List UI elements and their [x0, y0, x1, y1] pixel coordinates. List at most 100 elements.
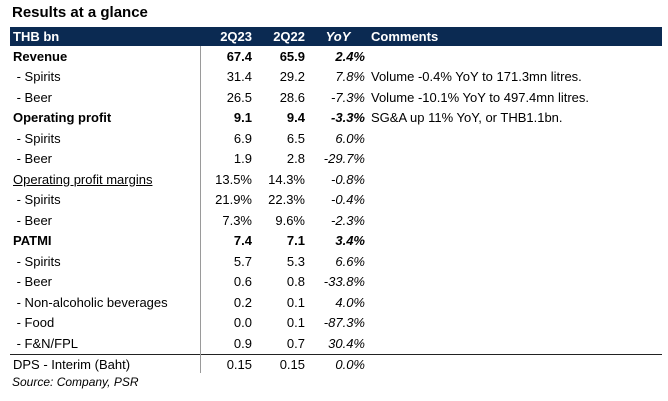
row-value-2q22: 6.5 [255, 128, 308, 149]
row-yoy: 3.4% [308, 231, 368, 252]
row-label-text: - Spirits [13, 253, 61, 269]
row-value-2q22-text: 7.1 [286, 233, 305, 249]
row-yoy-text: -2.3% [331, 212, 365, 228]
row-label-text: - Food [13, 315, 55, 331]
row-value-2q23-text: 67.4 [226, 48, 252, 64]
row-comment [368, 333, 662, 354]
row-comment [368, 190, 662, 211]
row-yoy: -29.7% [308, 149, 368, 170]
row-yoy: -3.3% [308, 108, 368, 129]
row-yoy-text: -0.8% [331, 171, 365, 187]
row-label: Operating profit [10, 108, 200, 129]
header-comments: Comments [368, 27, 662, 46]
row-label: - Spirits [10, 251, 200, 272]
row-value-2q23-text: 7.3% [222, 212, 252, 228]
table-row: Operating profit margins 13.5% 14.3% -0.8% [10, 169, 662, 190]
row-label: - F&N/FPL [10, 333, 200, 354]
row-value-2q23-text: 0.6 [233, 274, 252, 290]
row-label: - Spirits [10, 67, 200, 88]
table-header-row: THB bn 2Q23 2Q22 YoY Comments [10, 27, 662, 46]
row-yoy: -87.3% [308, 313, 368, 334]
row-value-2q22-text: 0.15 [279, 357, 305, 373]
row-value-2q23: 0.15 [200, 353, 255, 375]
row-value-2q22: 9.4 [255, 108, 308, 129]
row-yoy: 6.0% [308, 128, 368, 149]
table-row: - Spirits 5.7 5.3 6.6% [10, 251, 662, 272]
row-value-2q23: 0.2 [200, 292, 255, 313]
row-value-2q22-text: 65.9 [279, 48, 305, 64]
row-yoy-text: -87.3% [323, 315, 365, 331]
row-value-2q23-text: 0.2 [233, 294, 252, 310]
row-label-text: - Beer [13, 212, 53, 228]
row-value-2q22-text: 9.4 [286, 110, 305, 126]
row-label: - Beer [10, 272, 200, 293]
row-value-2q23-text: 31.4 [226, 69, 252, 85]
row-value-2q23: 0.9 [200, 333, 255, 354]
row-comment [368, 210, 662, 231]
row-comment [368, 313, 662, 334]
row-value-2q22-text: 0.7 [286, 335, 305, 351]
row-label: Operating profit margins [10, 169, 200, 190]
table-row: - Beer 26.5 28.6 -7.3% Volume -10.1% YoY to … [10, 87, 662, 108]
table-row: - Spirits 31.4 29.2 7.8% Volume -0.4% YoY to… [10, 67, 662, 88]
row-value-2q22: 7.1 [255, 231, 308, 252]
row-value-2q23-text: 0.0 [233, 315, 252, 331]
row-comment-text: SG&A up 11% YoY, or THB1.1bn. [371, 110, 563, 126]
row-value-2q22-text: 14.3% [268, 171, 305, 187]
header-2q23: 2Q23 [200, 27, 255, 46]
row-comment [368, 292, 662, 313]
row-value-2q22: 5.3 [255, 251, 308, 272]
row-value-2q23: 7.4 [200, 231, 255, 252]
row-value-2q22-text: 0.1 [286, 315, 305, 331]
table-row: - Spirits 6.9 6.5 6.0% [10, 128, 662, 149]
row-value-2q23: 21.9% [200, 190, 255, 211]
row-value-2q23-text: 0.9 [233, 335, 252, 351]
row-comment [368, 231, 662, 252]
row-yoy: -2.3% [308, 210, 368, 231]
row-yoy: 0.0% [308, 353, 368, 375]
row-yoy-text: -3.3% [331, 110, 365, 126]
row-label: PATMI [10, 231, 200, 252]
row-comment-text: Volume -10.1% YoY to 497.4mn litres. [371, 89, 590, 105]
table-row: PATMI 7.4 7.1 3.4% [10, 231, 662, 252]
row-yoy: 30.4% [308, 333, 368, 354]
row-comment-text: Volume -0.4% YoY to 171.3mn litres. [371, 69, 582, 85]
row-value-2q23-text: 1.9 [233, 151, 252, 167]
row-yoy-text: -33.8% [323, 274, 365, 290]
row-comment [368, 46, 662, 67]
row-label: - Spirits [10, 190, 200, 211]
table-row: - Beer 0.6 0.8 -33.8% [10, 272, 662, 293]
row-value-2q22-text: 0.8 [286, 274, 305, 290]
row-label-text: PATMI [13, 233, 52, 249]
row-label-text: - Beer [13, 274, 53, 290]
table-row: Operating profit 9.1 9.4 -3.3% SG&A up 11% Y… [10, 108, 662, 129]
table-row: - Spirits 21.9% 22.3% -0.4% [10, 190, 662, 211]
row-comment: Volume -0.4% YoY to 171.3mn litres. [368, 67, 662, 88]
row-yoy: 6.6% [308, 251, 368, 272]
table-row: Revenue 67.4 65.9 2.4% [10, 46, 662, 67]
row-value-2q23-text: 0.15 [226, 357, 252, 373]
row-value-2q23-text: 6.9 [233, 130, 252, 146]
row-value-2q22-text: 2.8 [286, 151, 305, 167]
row-value-2q22: 0.8 [255, 272, 308, 293]
row-value-2q22: 9.6% [255, 210, 308, 231]
row-yoy: -33.8% [308, 272, 368, 293]
row-comment [368, 169, 662, 190]
table-row: - Non-alcoholic beverages 0.2 0.1 4.0% [10, 292, 662, 313]
row-value-2q23-text: 9.1 [233, 110, 252, 126]
row-value-2q22-text: 29.2 [279, 69, 305, 85]
header-yoy: YoY [308, 27, 368, 46]
row-yoy-text: 4.0% [335, 294, 365, 310]
row-label-text: - Spirits [13, 130, 61, 146]
row-label: - Beer [10, 210, 200, 231]
row-value-2q23-text: 26.5 [226, 89, 252, 105]
row-value-2q23: 5.7 [200, 251, 255, 272]
row-label-text: - Beer [13, 151, 53, 167]
row-value-2q22: 65.9 [255, 46, 308, 67]
row-yoy: -0.4% [308, 190, 368, 211]
row-value-2q22-text: 28.6 [279, 89, 305, 105]
row-label: - Spirits [10, 128, 200, 149]
row-value-2q23-text: 13.5% [215, 171, 252, 187]
row-yoy: 4.0% [308, 292, 368, 313]
row-label: - Non-alcoholic beverages [10, 292, 200, 313]
